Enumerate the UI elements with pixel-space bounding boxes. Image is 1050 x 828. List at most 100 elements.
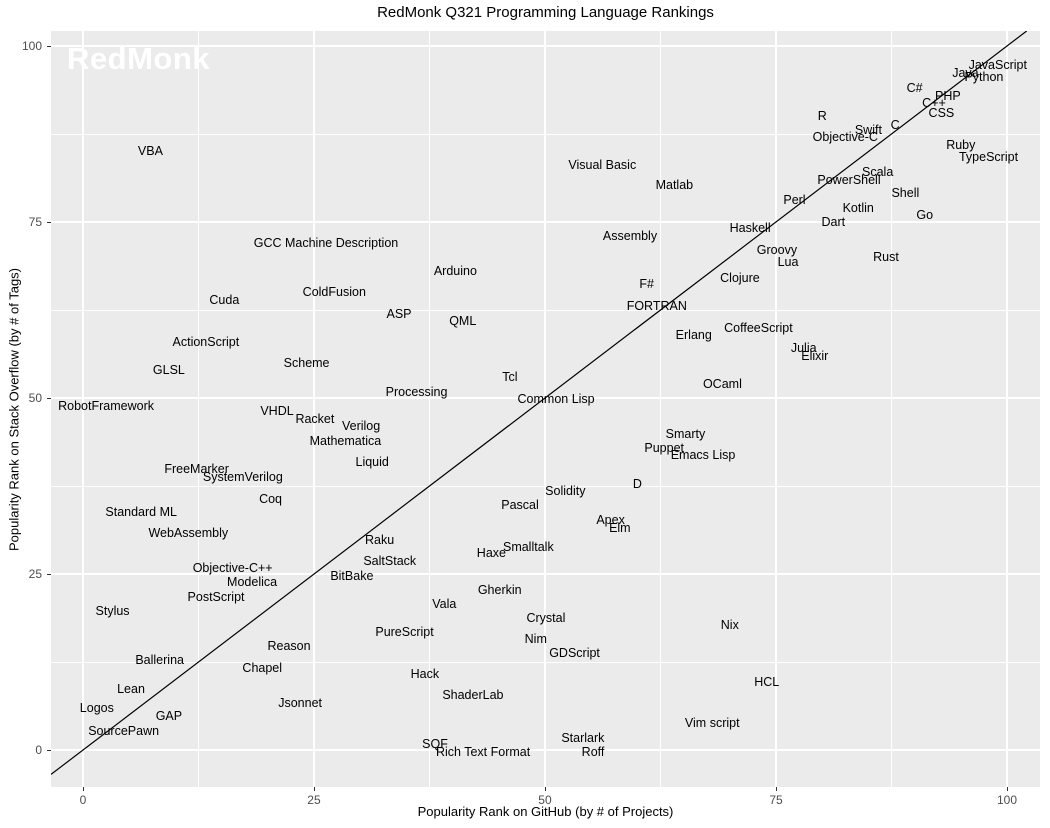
point-label: BitBake (330, 568, 374, 583)
point-label: SystemVerilog (202, 469, 283, 484)
y-tick-mark (47, 222, 51, 223)
point-label: PureScript (375, 624, 434, 639)
major-gridline-v (544, 31, 546, 787)
point-label: Ruby (946, 137, 976, 152)
point-label: Perl (783, 192, 806, 207)
point-label: OCaml (702, 376, 742, 391)
point-label: Shell (891, 185, 920, 200)
y-tick-label: 75 (28, 215, 42, 229)
x-tick-mark (82, 787, 84, 791)
point-label: Groovy (756, 242, 798, 257)
point-label: Hack (410, 666, 440, 681)
y-tick-label: 25 (28, 567, 42, 582)
point-label: C (890, 117, 900, 132)
point-label: Puppet (644, 440, 684, 455)
minor-gridline-v (198, 31, 199, 787)
point-label: Objective-C++ (192, 560, 273, 575)
point-label: Assembly (602, 228, 658, 243)
x-tick-label: 25 (307, 793, 321, 807)
major-gridline-h (51, 573, 1040, 575)
point-label: TypeScript (958, 149, 1019, 164)
point-label: Kotlin (842, 200, 874, 215)
point-label: Elm (609, 521, 631, 535)
redmonk-watermark: RedMonk (67, 41, 210, 76)
x-tick-mark (544, 787, 546, 791)
point-label: PHP (935, 88, 961, 103)
point-label: Racket (295, 411, 335, 426)
point-label: Java (952, 66, 979, 81)
major-gridline-h (51, 749, 1040, 751)
point-label: FORTRAN (626, 298, 687, 313)
point-label: Matlab (655, 178, 694, 193)
point-label: GCC Machine Description (253, 235, 399, 250)
major-gridline-h (51, 45, 1040, 47)
point-label: Scala (862, 164, 894, 179)
point-label: Arduino (433, 264, 477, 279)
point-label: F# (639, 276, 654, 291)
point-label: Verilog (341, 418, 381, 433)
x-axis-title: Popularity Rank on GitHub (by # of Proje… (417, 804, 674, 819)
point-label: Vim script (684, 716, 740, 731)
point-label: CSS (928, 105, 955, 120)
point-label: HCL (754, 674, 780, 689)
point-label: Rust (873, 249, 899, 264)
x-tick-label: 75 (769, 793, 783, 807)
point-label: Lua (777, 254, 799, 269)
point-label: C++ (922, 95, 946, 110)
minor-gridline-v (660, 31, 661, 787)
point-label: Emacs Lisp (670, 447, 736, 462)
x-tick-mark (313, 787, 315, 791)
point-label: Roff (581, 744, 605, 759)
point-label: D (632, 476, 642, 491)
point-label: Reason (267, 638, 311, 653)
point-label: Apex (596, 512, 625, 527)
point-label: R (817, 109, 827, 124)
plot-panel: RedMonk JavaScript Java Python C# PHP C++ CSS R… (51, 31, 1040, 787)
x-tick-mark (776, 787, 777, 791)
point-label: FreeMarker (164, 461, 229, 476)
point-label: Smarty (665, 426, 706, 441)
point-label: Go (916, 207, 934, 222)
point-label: PostScript (187, 590, 245, 604)
point-label: Modelica (227, 574, 278, 589)
point-label: Processing (385, 384, 448, 399)
major-gridline-v (1006, 31, 1008, 787)
point-label: Mathematica (309, 433, 382, 448)
point-label: Logos (79, 700, 114, 715)
point-label: Haskell (729, 221, 771, 236)
y-tick-label: 50 (28, 391, 42, 406)
point-label: Julia (790, 340, 817, 355)
point-label: Cuda (209, 292, 240, 307)
y-tick-mark (47, 750, 51, 752)
point-label: VHDL (260, 403, 294, 418)
y-tick-label: 100 (21, 38, 42, 53)
point-label: Objective-C (812, 129, 878, 144)
point-label: PowerShell (817, 172, 881, 187)
point-label: Chapel (242, 661, 283, 676)
identity-reference-line (51, 31, 1028, 775)
minor-gridline-v (429, 31, 430, 787)
point-label: Starlark (561, 730, 605, 745)
point-label: GDScript (549, 645, 600, 660)
point-label: Common Lisp (517, 391, 595, 406)
point-label: Stylus (95, 604, 130, 619)
point-label: CoffeeScript (724, 321, 793, 336)
point-label: Coq (259, 491, 283, 506)
point-label: Pascal (501, 497, 539, 512)
point-label: JavaScript (968, 57, 1027, 72)
point-label: Vala (432, 597, 457, 612)
major-gridline-v (82, 31, 84, 787)
point-label: Tcl (502, 369, 518, 384)
point-label: C# (906, 80, 923, 95)
point-label: Jsonnet (278, 695, 322, 710)
point-label: Liquid (355, 454, 389, 469)
major-gridline-v (775, 31, 777, 787)
point-label: Python (964, 69, 1004, 84)
point-label: Lean (117, 681, 145, 696)
point-label: ActionScript (172, 334, 240, 349)
point-label: Standard ML (105, 504, 177, 519)
point-label: Dart (821, 214, 846, 229)
point-label: Haxe (476, 545, 506, 560)
x-tick-label: 0 (79, 793, 87, 807)
